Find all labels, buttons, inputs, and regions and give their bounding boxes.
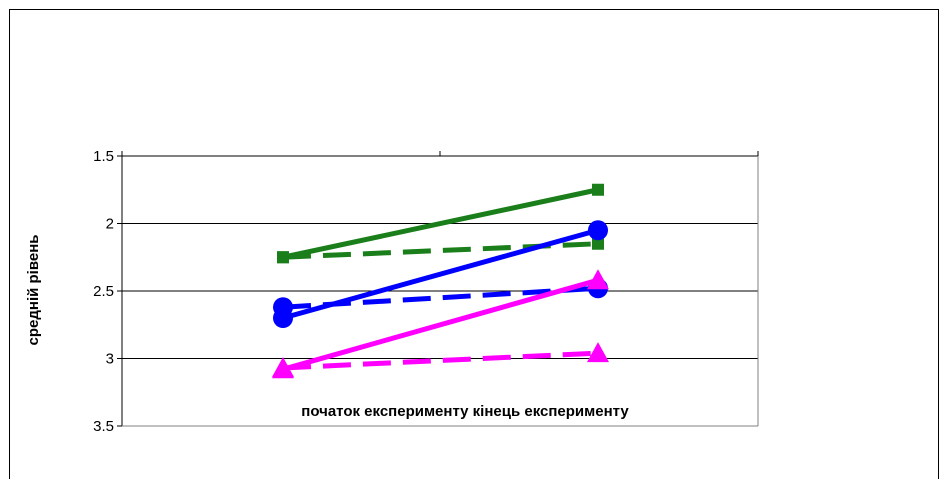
y-tick-label: 3 [106,351,114,368]
data-point-1-2 [592,183,604,196]
y-tick-label: 3.5 [93,418,114,435]
y-tick-label: 2.5 [93,283,114,300]
series [272,183,609,379]
axes: 1.5 2 2.5 3 3.5 [93,148,759,435]
y-tick-label: 2 [106,216,114,233]
data-point-2-2 [592,237,604,250]
data-point-4-1 [273,297,293,318]
y-tick-label: 1.5 [93,148,114,165]
data-point-6-2 [587,342,609,363]
data-point-2-1 [277,251,289,264]
data-point-3-2 [588,220,608,241]
series-line-6 [282,350,599,371]
series-line-1 [282,187,599,260]
series-line-5 [282,277,599,372]
y-axis-title: средній рівень [25,235,42,346]
gridlines [122,223,758,359]
category-axis-label: початок експерименту кінець експерименту [301,403,629,420]
chart-frame [9,9,939,479]
series-line-4 [282,285,599,310]
data-point-6-1 [272,356,294,377]
data-point-5-2 [587,269,609,290]
